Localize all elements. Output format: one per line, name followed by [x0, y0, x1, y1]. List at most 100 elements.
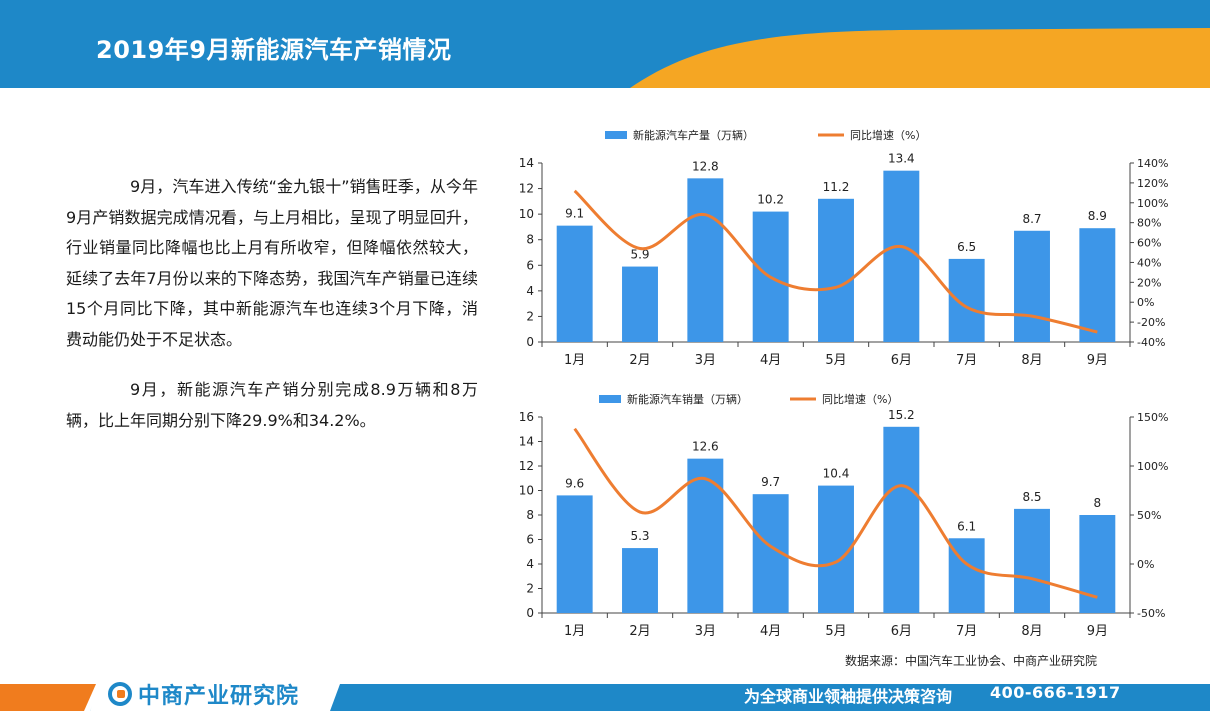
x-tick-label: 1月: [564, 353, 585, 368]
y-right-tick-label: 120%: [1137, 177, 1168, 190]
y-left-tick-label: 6: [526, 533, 534, 547]
bar: [818, 198, 854, 342]
footer-background: [0, 676, 1210, 711]
y-left-tick-label: 6: [526, 258, 534, 272]
bar-value-label: 5.9: [630, 248, 649, 262]
x-tick-label: 9月: [1087, 624, 1108, 639]
bar: [556, 225, 593, 342]
logo-text: 中商产业研究院: [138, 684, 300, 709]
y-left-tick-label: 4: [526, 557, 534, 571]
y-left-tick-label: 16: [519, 410, 534, 424]
y-right-tick-label: 60%: [1137, 237, 1161, 250]
legend-bar-label: 新能源汽车产量（万辆）: [633, 128, 754, 142]
production-chart: 新能源汽车产量（万辆） 同比增速（%） 0 2 4 6 8 10 12 14 -40% -20% 0% 2…: [500, 118, 1190, 368]
legend-line-label: 同比增速（%）: [822, 392, 898, 406]
y-right-tick-label: 150%: [1137, 411, 1168, 424]
legend-bar-swatch: [605, 131, 627, 139]
footer-slogan: 为全球商业领袖提供决策咨询: [744, 687, 953, 706]
y-right-tick-label: 0%: [1137, 296, 1154, 309]
y-right-tick-label: 0%: [1137, 558, 1154, 571]
bar: [622, 548, 658, 613]
header-banner: 2019年9月新能源汽车产销情况: [0, 0, 1210, 88]
bar-value-label: 10.4: [823, 467, 850, 481]
bar-value-label: 9.6: [565, 476, 584, 490]
bar-value-label: 9.7: [761, 475, 780, 489]
bar: [1079, 228, 1116, 342]
y-left-tick-label: 8: [526, 233, 534, 247]
bar-value-label: 8.7: [1022, 212, 1041, 226]
bar: [1014, 508, 1050, 613]
bar: [687, 178, 724, 342]
sales-chart: 新能源汽车销量（万辆） 同比增速（%） 0 2 4 6 8 10 12 14 16 -50% 0% 50%…: [500, 382, 1190, 650]
bar-value-label: 10.2: [757, 193, 784, 207]
y-left-tick-label: 2: [526, 582, 534, 596]
y-right-tick-label: 50%: [1137, 509, 1161, 522]
y-left-tick-label: 14: [519, 435, 534, 449]
y-left-tick-label: 12: [519, 459, 534, 473]
x-tick-label: 5月: [825, 353, 846, 368]
bar-value-label: 5.3: [630, 529, 649, 543]
x-tick-label: 2月: [629, 353, 650, 368]
y-right-tick-label: 100%: [1137, 197, 1168, 210]
bar-value-label: 6.5: [957, 240, 976, 254]
x-tick-label: 7月: [956, 624, 977, 639]
bar-value-label: 11.2: [823, 180, 850, 194]
sales-chart-svg: 新能源汽车销量（万辆） 同比增速（%） 0 2 4 6 8 10 12 14 16 -50% 0% 50%…: [519, 392, 1169, 639]
y-right-tick-label: -50%: [1137, 607, 1165, 620]
x-tick-label: 7月: [956, 353, 977, 368]
bar-value-label: 12.8: [692, 159, 719, 173]
bar: [883, 426, 920, 613]
bar-value-label: 13.4: [888, 152, 915, 166]
legend-line-label: 同比增速（%）: [850, 128, 926, 142]
bar-value-label: 12.6: [692, 440, 719, 454]
bar-value-label: 8.5: [1022, 490, 1041, 504]
paragraph-1: 9月，汽车进入传统“金九银十”销售旺季，从今年9月产销数据完成情况看，与上月相比…: [66, 177, 478, 349]
production-chart-svg: 新能源汽车产量（万辆） 同比增速（%） 0 2 4 6 8 10 12 14 -40% -20% 0% 2…: [519, 128, 1169, 368]
bar-value-label: 6.1: [957, 519, 976, 533]
x-tick-label: 1月: [564, 624, 585, 639]
x-tick-label: 4月: [760, 624, 781, 639]
x-tick-label: 8月: [1021, 624, 1042, 639]
bar: [622, 266, 658, 342]
page-title: 2019年9月新能源汽车产销情况: [96, 36, 452, 64]
x-tick-label: 9月: [1087, 353, 1108, 368]
y-left-tick-label: 2: [526, 309, 534, 323]
bar: [883, 170, 920, 342]
y-left-tick-label: 12: [519, 182, 534, 196]
x-tick-label: 3月: [695, 353, 716, 368]
bar-value-label: 9.1: [565, 207, 584, 221]
footer-phone[interactable]: 400-666-1917: [990, 683, 1121, 702]
y-left-tick-label: 0: [526, 335, 534, 349]
legend-bar-swatch: [599, 395, 621, 403]
x-tick-label: 5月: [825, 624, 846, 639]
x-tick-label: 2月: [629, 624, 650, 639]
x-tick-label: 8月: [1021, 353, 1042, 368]
y-right-tick-label: -40%: [1137, 336, 1165, 349]
data-source-note: 数据来源：中国汽车工业协会、中商产业研究院: [845, 654, 1098, 668]
y-right-tick-label: 80%: [1137, 217, 1161, 230]
legend-bar-label: 新能源汽车销量（万辆）: [627, 392, 748, 406]
paragraph-2: 9月，新能源汽车产销分别完成8.9万辆和8万辆，比上年同期分别下降29.9%和3…: [66, 380, 478, 430]
body-text: 9月，汽车进入传统“金九银十”销售旺季，从今年9月产销数据完成情况看，与上月相比…: [66, 172, 478, 456]
bar: [556, 495, 593, 613]
y-right-tick-label: 20%: [1137, 276, 1161, 289]
y-left-tick-label: 10: [519, 484, 534, 498]
y-left-tick-label: 4: [526, 284, 534, 298]
bar-value-label: 8: [1094, 496, 1102, 510]
bar: [1014, 230, 1050, 342]
x-tick-label: 6月: [891, 353, 912, 368]
header-background: [0, 0, 1210, 88]
x-tick-label: 6月: [891, 624, 912, 639]
y-left-tick-label: 8: [526, 508, 534, 522]
logo-icon: [108, 682, 132, 706]
y-left-tick-label: 0: [526, 606, 534, 620]
company-logo[interactable]: 中商产业研究院: [108, 679, 299, 709]
x-tick-label: 4月: [760, 353, 781, 368]
y-right-tick-label: -20%: [1137, 316, 1165, 329]
bar: [948, 258, 985, 342]
y-right-tick-label: 100%: [1137, 460, 1168, 473]
y-right-tick-label: 40%: [1137, 256, 1161, 269]
bar: [1079, 515, 1116, 613]
y-left-tick-label: 10: [519, 207, 534, 221]
bar-value-label: 15.2: [888, 408, 915, 422]
